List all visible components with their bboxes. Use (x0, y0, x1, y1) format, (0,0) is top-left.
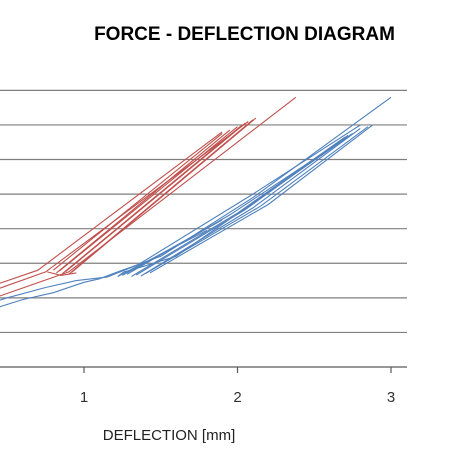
series-trace (65, 122, 246, 273)
series-trace (0, 124, 361, 301)
series-trace (0, 121, 249, 289)
x-axis-label: DEFLECTION [mm] (103, 427, 236, 444)
x-tick-label: 2 (233, 389, 241, 406)
series-trace (126, 133, 353, 275)
plot-area (0, 96, 392, 308)
series-trace (47, 271, 77, 276)
series-trace (145, 126, 369, 275)
x-tick-labels: 1 2 3 (80, 389, 395, 406)
series-trace (131, 136, 346, 277)
series-blue (0, 96, 392, 308)
gridlines (0, 89, 407, 334)
series-red (0, 96, 297, 297)
series-trace (59, 126, 238, 272)
axes (0, 366, 407, 373)
series-trace (135, 134, 349, 276)
series-trace (56, 129, 231, 274)
series-trace (0, 96, 392, 308)
series-trace (52, 133, 223, 271)
x-tick-label: 1 (80, 389, 88, 406)
x-tick-label: 3 (387, 389, 395, 406)
chart-title: FORCE - DEFLECTION DIAGRAM (94, 24, 395, 45)
series-trace (149, 124, 373, 274)
series-trace (0, 96, 297, 297)
series-trace (140, 127, 361, 277)
series-trace (71, 117, 257, 273)
series-trace (0, 131, 223, 284)
